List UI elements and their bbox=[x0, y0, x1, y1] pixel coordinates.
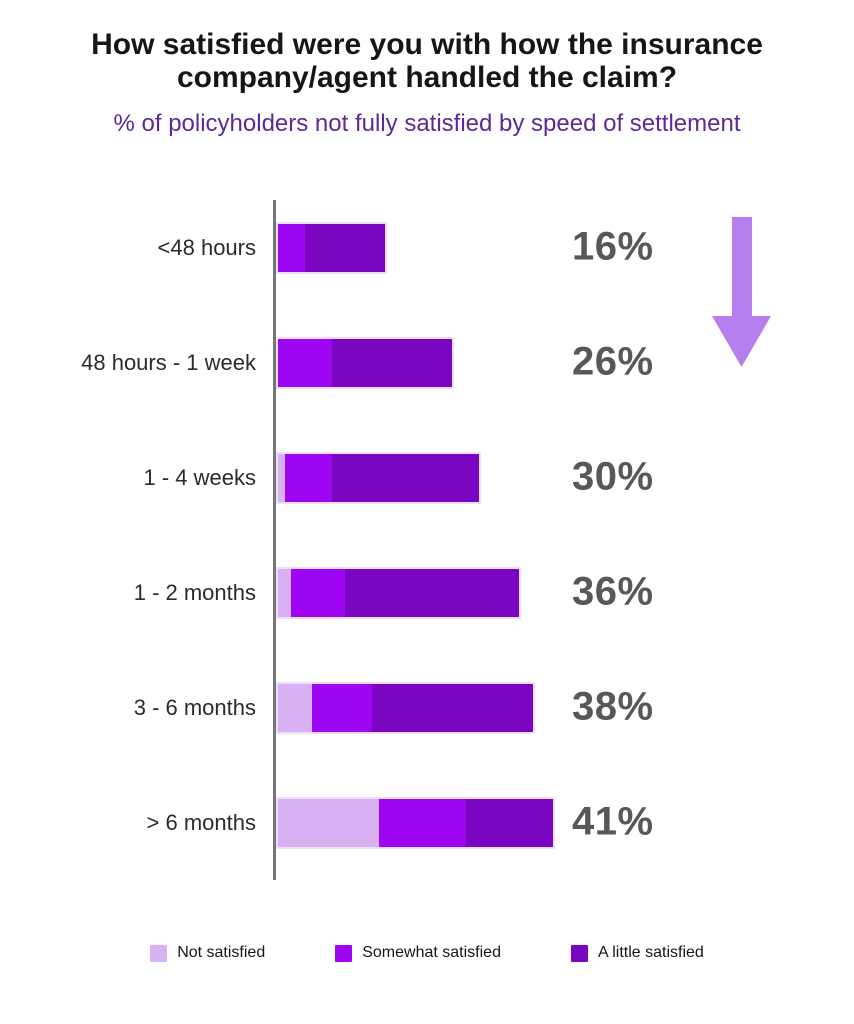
category-label: <48 hours bbox=[157, 234, 256, 260]
stacked-bar bbox=[276, 566, 522, 619]
stacked-bar bbox=[276, 681, 535, 734]
bar-segment-somewhat-satisfied bbox=[378, 798, 466, 847]
total-percent-label: 36% bbox=[572, 569, 654, 614]
legend-swatch-icon bbox=[150, 944, 168, 962]
stacked-bar bbox=[276, 451, 481, 504]
y-axis-line bbox=[273, 200, 276, 880]
chart-area: <48 hours 16% 48 hours - 1 week 26% 1 - 4 we… bbox=[0, 190, 854, 882]
down-arrow-icon bbox=[712, 217, 771, 367]
chart-subtitle: % of policyholders not fully satisfied b… bbox=[113, 110, 741, 137]
bar-segment-somewhat-satisfied bbox=[311, 683, 372, 732]
legend-item: Not satisfied bbox=[150, 944, 265, 962]
category-label: 3 - 6 months bbox=[133, 694, 256, 720]
legend-swatch-icon bbox=[335, 944, 353, 962]
bar-segment-a-little-satisfied bbox=[331, 453, 479, 502]
category-label: 48 hours - 1 week bbox=[81, 349, 256, 375]
bar-segment-not-satisfied bbox=[278, 683, 312, 732]
total-percent-label: 30% bbox=[572, 454, 654, 499]
legend: Not satisfied Somewhat satisfied A little … bbox=[0, 944, 854, 962]
legend-item: Somewhat satisfied bbox=[335, 944, 501, 962]
bar-segment-somewhat-satisfied bbox=[284, 453, 332, 502]
legend-label: Not satisfied bbox=[177, 944, 266, 961]
bar-segment-not-satisfied bbox=[278, 798, 379, 847]
legend-label: A little satisfied bbox=[597, 944, 704, 961]
bar-segment-a-little-satisfied bbox=[344, 568, 520, 617]
bar-segment-somewhat-satisfied bbox=[291, 568, 345, 617]
chart-title: How satisfied were you with how the insu… bbox=[91, 28, 763, 94]
legend-swatch-icon bbox=[570, 944, 588, 962]
bar-row: 1 - 4 weeks 30% bbox=[0, 420, 854, 535]
total-percent-label: 38% bbox=[572, 684, 654, 729]
bar-segment-a-little-satisfied bbox=[331, 338, 453, 387]
total-percent-label: 41% bbox=[572, 799, 654, 844]
total-percent-label: 16% bbox=[572, 224, 654, 269]
bar-segment-not-satisfied bbox=[278, 453, 285, 502]
bar-segment-a-little-satisfied bbox=[304, 223, 386, 272]
total-percent-label: 26% bbox=[572, 339, 654, 384]
bar-row: <48 hours 16% bbox=[0, 190, 854, 305]
bar-segment-a-little-satisfied bbox=[465, 798, 553, 847]
bar-segment-somewhat-satisfied bbox=[278, 223, 305, 272]
bar-segment-a-little-satisfied bbox=[371, 683, 533, 732]
bar-segment-somewhat-satisfied bbox=[278, 338, 332, 387]
legend-label: Somewhat satisfied bbox=[362, 944, 501, 961]
stacked-bar bbox=[276, 796, 555, 849]
bar-row: 48 hours - 1 week 26% bbox=[0, 305, 854, 420]
stacked-bar bbox=[276, 221, 388, 274]
bar-row: > 6 months 41% bbox=[0, 765, 854, 880]
legend-item: A little satisfied bbox=[570, 944, 704, 962]
category-label: 1 - 2 months bbox=[133, 579, 256, 605]
category-label: > 6 months bbox=[146, 809, 256, 835]
category-label: 1 - 4 weeks bbox=[143, 464, 257, 490]
bar-row: 1 - 2 months 36% bbox=[0, 535, 854, 650]
bar-segment-not-satisfied bbox=[278, 568, 292, 617]
bar-row: 3 - 6 months 38% bbox=[0, 650, 854, 765]
bar-rows: <48 hours 16% 48 hours - 1 week 26% 1 - 4 we… bbox=[0, 190, 854, 880]
stacked-bar bbox=[276, 336, 455, 389]
